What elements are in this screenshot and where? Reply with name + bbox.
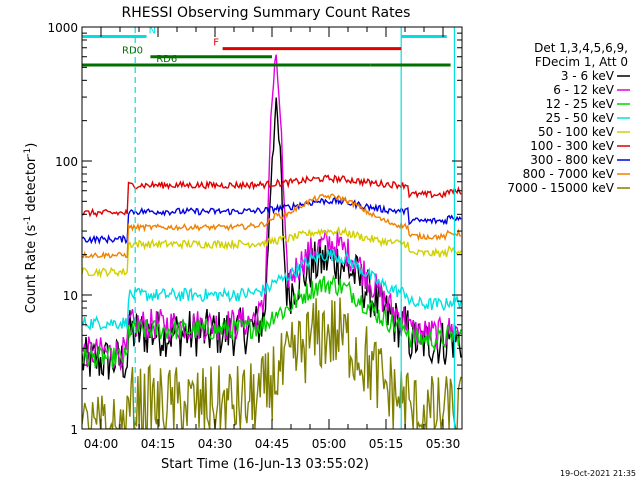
legend-entry-label-1: 6 - 12 keV [553, 83, 615, 97]
x-axis-label: Start Time (16-Jun-13 03:55:02) [161, 457, 369, 472]
series-line-5 [82, 174, 462, 218]
y-axis-label-part1: Count Rate (s [24, 225, 39, 314]
x-tick-label-5: 05:15 [369, 437, 404, 451]
x-tick-label-2: 04:30 [198, 437, 233, 451]
series-line-8 [82, 297, 462, 429]
series-line-4 [82, 225, 462, 279]
x-axis: 04:00 04:15 04:30 04:45 05:00 05:15 05:30 [81, 27, 463, 451]
legend-entry-label-7: 800 - 7000 keV [523, 167, 615, 181]
plot-area: N F RD0 RD6 [82, 25, 462, 429]
legend-header-line1: Det 1,3,4,5,6,9, [534, 41, 628, 55]
series-line-7 [82, 193, 462, 260]
series-line-2 [82, 274, 462, 369]
series-line-0 [82, 97, 462, 380]
chart-title: RHESSI Observing Summary Count Rates [122, 5, 411, 21]
legend: Det 1,3,4,5,6,9, FDecim 1, Att 0 3 - 6 k… [507, 41, 630, 195]
legend-entry-label-8: 7000 - 15000 keV [507, 181, 614, 195]
x-tick-label-6: 05:30 [426, 437, 461, 451]
flag-bar-label-2: RD0 [122, 46, 143, 57]
y-axis: 1 10 100 1000 [47, 21, 462, 437]
legend-entry-label-2: 12 - 25 keV [546, 97, 615, 111]
flag-bar-label-1: F [213, 38, 219, 49]
timestamp: 19-Oct-2021 21:35 [560, 469, 636, 478]
y-tick-label-0: 1 [70, 423, 78, 437]
x-tick-label-4: 05:00 [312, 437, 347, 451]
x-tick-label-0: 04:00 [84, 437, 119, 451]
legend-entry-label-0: 3 - 6 keV [561, 69, 615, 83]
plot-content: N F RD0 RD6 [82, 25, 462, 429]
series-line-6 [82, 195, 462, 245]
y-tick-label-2: 100 [55, 155, 78, 169]
y-axis-label: Count Rate (s-1 detector-1) [23, 143, 39, 314]
legend-entry-label-5: 100 - 300 keV [530, 139, 614, 153]
series-line-3 [82, 249, 462, 331]
y-tick-label-1: 10 [63, 289, 78, 303]
legend-entry-label-4: 50 - 100 keV [538, 125, 615, 139]
flag-bar-label-3: RD6 [156, 54, 177, 65]
legend-entry-label-3: 25 - 50 keV [546, 111, 615, 125]
y-axis-label-part2: detector [24, 156, 39, 216]
x-tick-label-3: 04:45 [255, 437, 290, 451]
y-axis-label-sup1: -1 [23, 216, 33, 225]
y-axis-label-part3: ) [24, 143, 39, 148]
legend-header-line2: FDecim 1, Att 0 [535, 55, 628, 69]
flag-bar-label-0: N [149, 25, 156, 36]
x-tick-label-1: 04:15 [141, 437, 176, 451]
y-axis-label-sup2: -1 [23, 148, 33, 157]
legend-entry-label-6: 300 - 800 keV [530, 153, 614, 167]
y-tick-label-3: 1000 [47, 21, 78, 35]
